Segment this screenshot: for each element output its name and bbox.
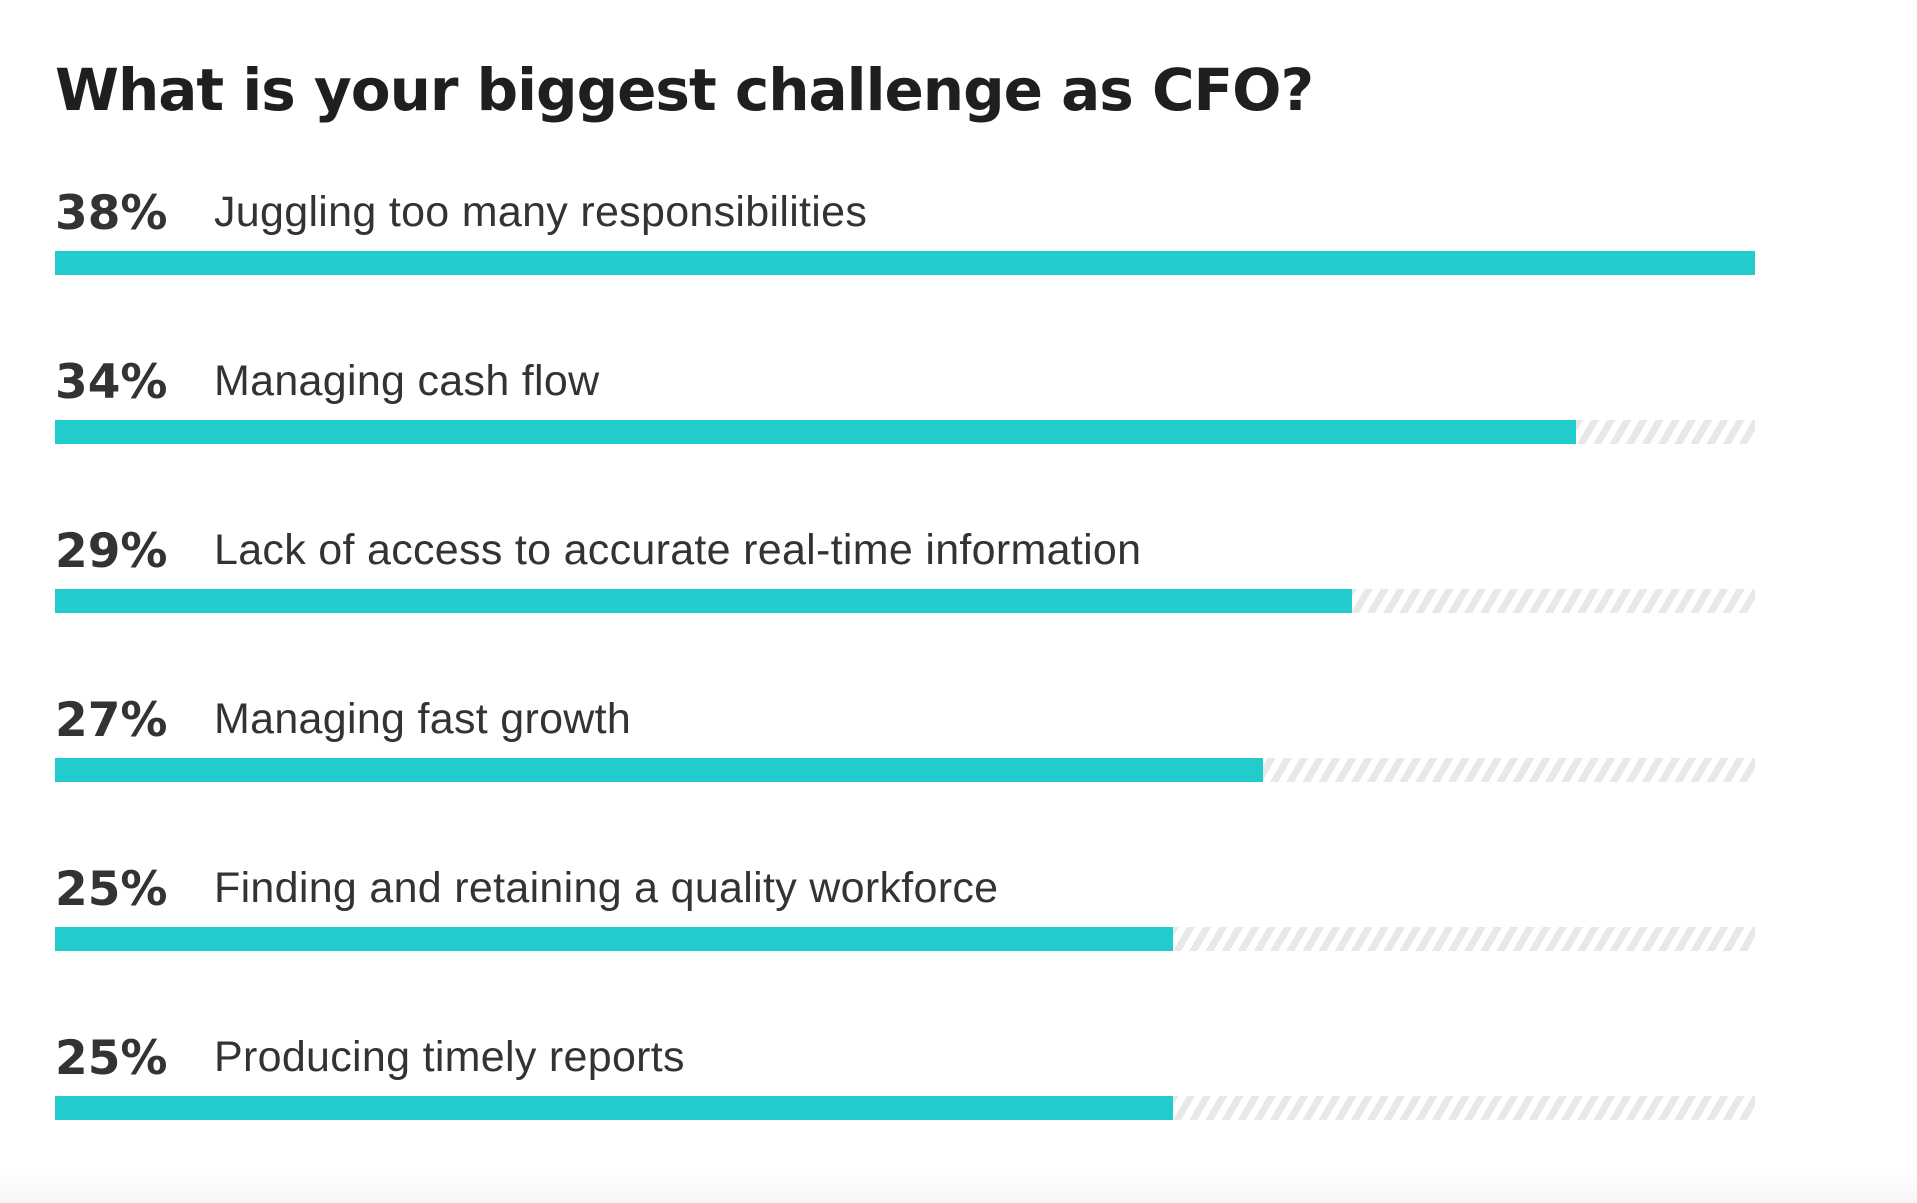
- bar-category-label: Lack of access to accurate real-time inf…: [214, 526, 1142, 574]
- bar-track: [55, 758, 1755, 782]
- page-footer-shade: [0, 1169, 1917, 1203]
- bar-fill: [55, 927, 1174, 951]
- bar-value-label: 27%: [55, 693, 168, 748]
- bar-track: [55, 420, 1755, 444]
- bar-category-label: Juggling too many responsibilities: [214, 188, 868, 236]
- bar-fill: [55, 589, 1353, 613]
- bar-fill: [55, 758, 1263, 782]
- bar-track: [55, 589, 1755, 613]
- bar-category-label: Managing fast growth: [214, 695, 632, 743]
- bar-value-label: 25%: [55, 862, 168, 917]
- chart-title: What is your biggest challenge as CFO?: [55, 56, 1314, 124]
- bar-fill: [55, 420, 1577, 444]
- bar-value-label: 38%: [55, 186, 168, 241]
- bar-category-label: Producing timely reports: [214, 1033, 685, 1081]
- bar-category-label: Managing cash flow: [214, 357, 600, 405]
- bar-track: [55, 927, 1755, 951]
- bar-value-label: 25%: [55, 1031, 168, 1086]
- bar-track: [55, 1096, 1755, 1120]
- bar-fill: [55, 251, 1755, 275]
- bar-category-label: Finding and retaining a quality workforc…: [214, 864, 999, 912]
- bar-fill: [55, 1096, 1174, 1120]
- bar-value-label: 29%: [55, 524, 168, 579]
- bar-track: [55, 251, 1755, 275]
- bar-value-label: 34%: [55, 355, 168, 410]
